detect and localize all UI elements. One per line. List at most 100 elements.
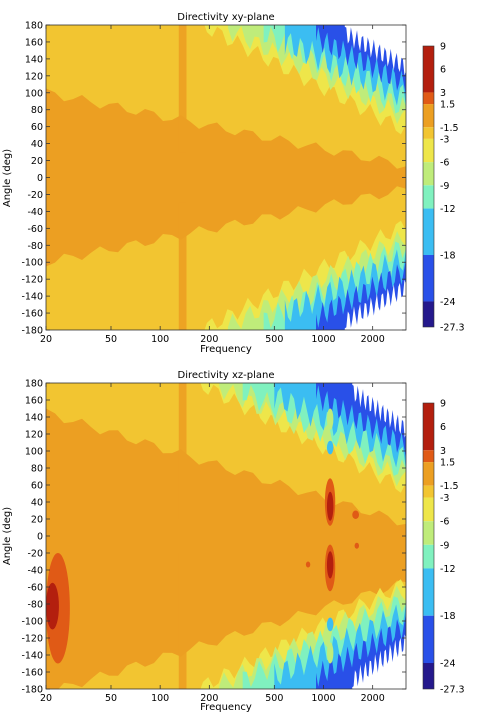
colorbar-tick-label: -18 (440, 611, 456, 622)
colorbar-segment (423, 521, 434, 545)
y-tick-label: 180 (25, 21, 43, 32)
resonance-band (178, 202, 187, 330)
colorbar-tick-label: 9 (440, 42, 446, 53)
colorbar-tick-label: -9 (440, 181, 449, 192)
x-tick-label: 2000 (361, 693, 385, 704)
notch (326, 408, 334, 430)
colorbar-segment (423, 208, 434, 256)
x-tick-label: 1000 (311, 334, 335, 345)
notch (326, 617, 334, 632)
colorbar-segment (423, 185, 434, 209)
colorbar-tick-label: 3 (440, 88, 446, 99)
colorbar-segment (423, 544, 434, 569)
colorbar-tick-label: -12 (440, 564, 456, 575)
region-level-7-upper (352, 383, 406, 438)
colorbar-tick-label: -6 (440, 517, 449, 528)
chart-title: Directivity xy-plane (177, 12, 274, 23)
y-tick-label: -100 (21, 258, 43, 269)
colorbar-frame (422, 402, 435, 690)
x-tick-label: 20 (40, 693, 52, 704)
x-tick-label: 20 (40, 334, 52, 345)
y-tick-label: 40 (31, 139, 43, 150)
y-tick-label: 100 (25, 447, 43, 458)
x-axis-label: Frequency (200, 344, 252, 355)
x-tick-label: 100 (151, 693, 169, 704)
colorbar-tick-label: -24 (440, 297, 456, 308)
y-tick-label: 120 (25, 430, 43, 441)
colorbar-segment (423, 663, 434, 689)
colorbar-tick-label: -27.3 (440, 685, 465, 696)
hotspot (305, 561, 311, 568)
y-tick-label: -180 (21, 685, 43, 696)
y-tick-label: 60 (31, 122, 43, 133)
colorbar-tick-label: -3 (440, 134, 449, 145)
colorbar-tick-label: -6 (440, 158, 449, 169)
colorbar-segment (423, 462, 434, 486)
colorbar: 9 6 31.5 -1.5-3 -6 -9 -12 -18 -24 -27.3 (422, 399, 465, 696)
y-tick-label: -100 (21, 617, 43, 628)
y-tick-label: -140 (21, 651, 43, 662)
resonance-band (178, 25, 187, 153)
colorbar-tick-label: 9 (440, 399, 446, 410)
plot-area (46, 383, 406, 689)
y-tick-label: -60 (27, 583, 43, 594)
y-axis-label: Angle (deg) (2, 149, 13, 207)
colorbar-tick-label: 1.5 (440, 458, 455, 469)
y-tick-label: 160 (25, 396, 43, 407)
chart-xz-plane: Directivity xz-plane -180-160-140-120-10… (2, 370, 465, 713)
colorbar-segment (423, 568, 434, 616)
y-tick-label: -80 (27, 241, 43, 252)
colorbar-tick-label: 6 (440, 65, 446, 76)
colorbar: 9 6 31.5 -1.5-3 -6 -9 -12 -18 -24 -27.3 (422, 42, 465, 334)
hotspot (46, 582, 59, 630)
colorbar-segment (423, 497, 434, 522)
colorbar-segment (423, 301, 434, 327)
x-axis-label: Frequency (200, 702, 252, 713)
y-tick-label: -40 (27, 207, 43, 218)
colorbar-segment (423, 255, 434, 302)
colorbar-segment (423, 485, 434, 498)
x-tick-label: 2000 (361, 334, 385, 345)
region-core (46, 408, 406, 689)
y-tick-label: 0 (37, 173, 43, 184)
y-tick-label: -80 (27, 600, 43, 611)
y-tick-label: 60 (31, 481, 43, 492)
colorbar-tick-label: -1.5 (440, 481, 459, 492)
y-tick-label: -40 (27, 566, 43, 577)
hotspot (326, 551, 334, 579)
region-level-7-upper (344, 25, 406, 76)
y-tick-label: 40 (31, 498, 43, 509)
y-tick-label: 100 (25, 88, 43, 99)
colorbar-segment (423, 46, 434, 93)
colorbar-tick-label: -9 (440, 540, 449, 551)
y-tick-label: 20 (31, 515, 43, 526)
colorbar-segment (423, 138, 434, 163)
resonance-band (178, 383, 187, 519)
colorbar-tick-label: -3 (440, 493, 449, 504)
y-tick-label: 120 (25, 71, 43, 82)
y-tick-label: -20 (27, 549, 43, 560)
colorbar-tick-label: -1.5 (440, 123, 459, 134)
y-tick-label: -160 (21, 309, 43, 320)
colorbar-segment (423, 450, 434, 463)
y-tick-label: 80 (31, 105, 43, 116)
y-tick-label: 20 (31, 156, 43, 167)
y-tick-label: -120 (21, 634, 43, 645)
y-tick-label: 80 (31, 464, 43, 475)
x-tick-label: 200 (200, 693, 218, 704)
y-tick-label: 140 (25, 54, 43, 65)
region-core (46, 88, 406, 267)
hotspot (354, 542, 360, 549)
x-tick-label: 200 (200, 334, 218, 345)
x-tick-label: 500 (265, 693, 283, 704)
colorbar-segment (423, 92, 434, 105)
x-tick-label: 50 (105, 693, 117, 704)
notch (326, 440, 334, 455)
region-level-7-lower (344, 279, 406, 330)
chart-title: Directivity xz-plane (178, 370, 275, 381)
colorbar-tick-label: -12 (440, 204, 456, 215)
x-tick-label: 50 (105, 334, 117, 345)
colorbar-tick-label: 3 (440, 446, 446, 457)
